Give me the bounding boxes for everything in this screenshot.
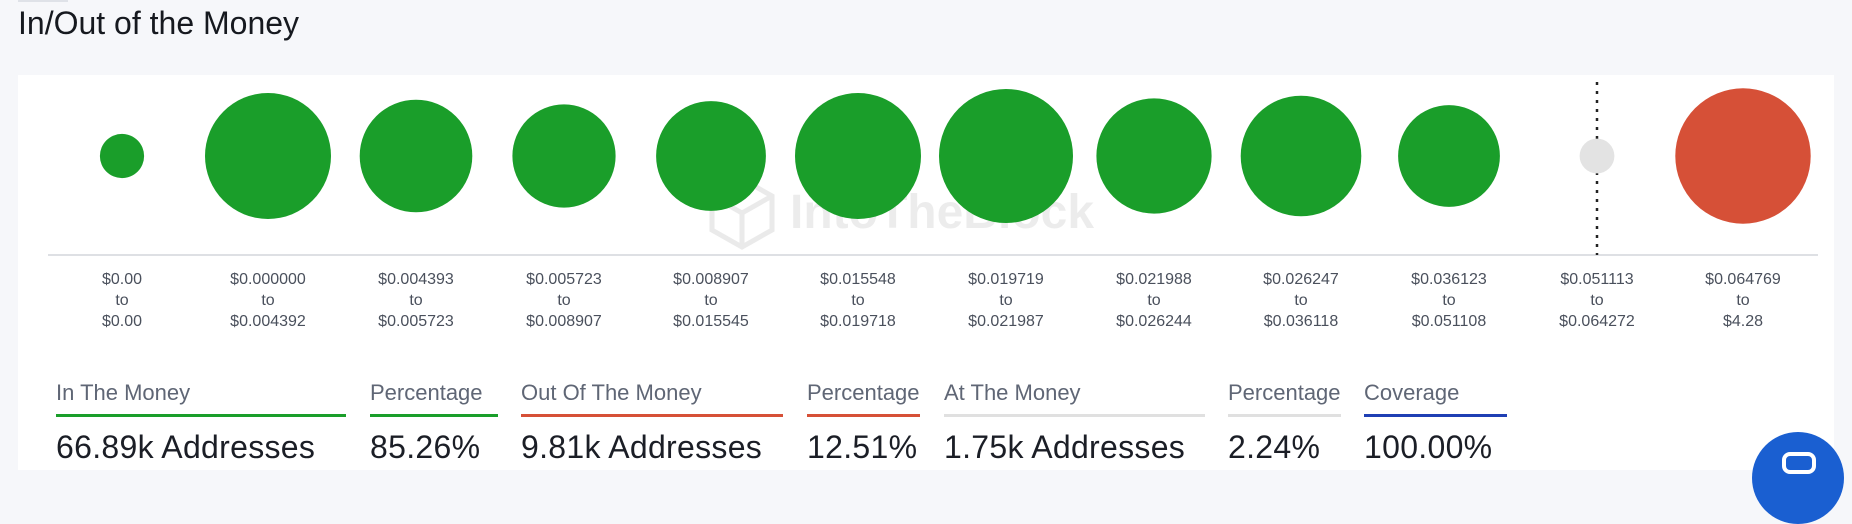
range-to-word: to [115, 292, 128, 309]
range-to-label: $0.064272 [1559, 313, 1635, 330]
range-to-word: to [1736, 292, 1749, 309]
chat-icon [1782, 452, 1816, 474]
range-to-word: to [999, 292, 1012, 309]
bubble-in-money[interactable] [359, 99, 473, 213]
range-from-label: $0.008907 [673, 271, 749, 288]
range-from-label: $0.00 [102, 271, 142, 288]
range-from-label: $0.019719 [968, 271, 1044, 288]
range-to-label: $0.036118 [1264, 313, 1339, 330]
range-from-label: $0.036123 [1411, 271, 1487, 288]
range-to-label: $0.00 [102, 313, 142, 330]
range-from-label: $0.026247 [1263, 271, 1339, 288]
bubble-in-money[interactable] [1398, 105, 1500, 207]
range-from-label: $0.004393 [378, 271, 454, 288]
range-to-label: $4.28 [1723, 313, 1763, 330]
bubble-in-money[interactable] [656, 101, 766, 211]
range-to-word: to [1294, 292, 1307, 309]
bubble-in-money[interactable] [205, 93, 331, 219]
range-from-label: $0.015548 [820, 271, 896, 288]
range-to-label: $0.019718 [820, 313, 896, 330]
range-to-word: to [1590, 292, 1603, 309]
range-to-label: $0.015545 [673, 313, 749, 330]
bubble-chart: IntoTheBlock $0.00to$0.00$0.000000to$0.0… [48, 82, 1818, 330]
range-to-label: $0.008907 [526, 313, 602, 330]
page-title: In/Out of the Money [18, 5, 300, 41]
range-from-label: $0.051113 [1560, 271, 1633, 288]
bubble-in-money[interactable] [795, 93, 921, 219]
range-to-word: to [409, 292, 422, 309]
range-to-label: $0.026244 [1116, 313, 1192, 330]
bubble-out-money[interactable] [1675, 88, 1811, 224]
range-from-label: $0.064769 [1705, 271, 1781, 288]
range-to-word: to [704, 292, 717, 309]
chat-button[interactable] [1752, 432, 1844, 524]
bubble-in-money[interactable] [939, 89, 1073, 223]
range-to-label: $0.004392 [230, 313, 306, 330]
bubble-at-money[interactable] [1579, 138, 1615, 174]
bubble-in-money[interactable] [1096, 98, 1212, 214]
range-to-word: to [557, 292, 570, 309]
range-to-word: to [261, 292, 274, 309]
range-to-word: to [851, 292, 864, 309]
range-from-label: $0.005723 [526, 271, 602, 288]
range-to-label: $0.005723 [378, 313, 454, 330]
range-from-label: $0.000000 [230, 271, 306, 288]
top-divider [18, 0, 68, 2]
range-to-word: to [1442, 292, 1455, 309]
bubble-in-money[interactable] [99, 133, 145, 179]
bubble-in-money[interactable] [512, 104, 616, 208]
range-to-word: to [1147, 292, 1160, 309]
bubble-in-money[interactable] [1240, 95, 1362, 217]
range-to-label: $0.051108 [1412, 313, 1487, 330]
range-from-label: $0.021988 [1116, 271, 1192, 288]
range-to-label: $0.021987 [968, 313, 1044, 330]
